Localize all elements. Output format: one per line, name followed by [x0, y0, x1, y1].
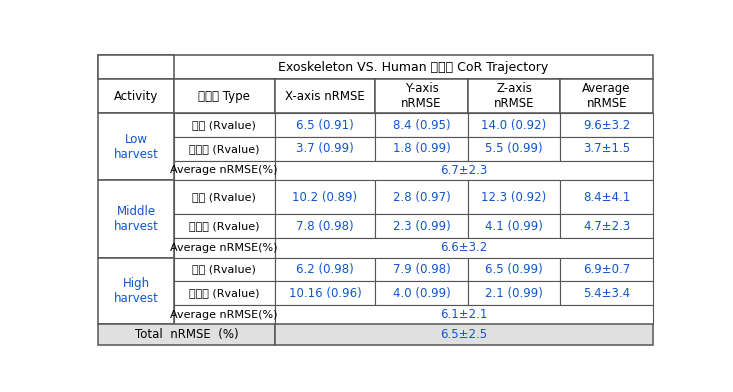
Text: 14.0 (0.92): 14.0 (0.92): [482, 118, 547, 132]
Bar: [98, 258, 174, 325]
Text: Exoskeleton VS. Human 조인트 CoR Trajectory: Exoskeleton VS. Human 조인트 CoR Trajectory: [279, 61, 548, 74]
Bar: [174, 258, 275, 281]
Bar: [560, 137, 653, 161]
Bar: [468, 281, 560, 305]
Text: 2.3 (0.99): 2.3 (0.99): [393, 220, 451, 232]
Bar: [275, 137, 375, 161]
Text: 12.3 (0.92): 12.3 (0.92): [482, 191, 547, 204]
Bar: [468, 137, 560, 161]
Text: 10.2 (0.89): 10.2 (0.89): [292, 191, 358, 204]
Text: 6.7±2.3: 6.7±2.3: [440, 164, 487, 177]
Bar: [275, 180, 375, 214]
Bar: [174, 137, 275, 161]
Bar: [174, 113, 275, 137]
Bar: [275, 305, 653, 325]
Text: 6.6±3.2: 6.6±3.2: [440, 241, 487, 254]
Bar: [375, 258, 468, 281]
Bar: [468, 214, 560, 238]
Text: 4.0 (0.99): 4.0 (0.99): [393, 287, 451, 299]
Text: Activity: Activity: [114, 90, 158, 103]
Bar: [560, 180, 653, 214]
Bar: [174, 214, 275, 238]
Bar: [560, 281, 653, 305]
Bar: [275, 325, 653, 345]
Bar: [375, 113, 468, 137]
Bar: [375, 180, 468, 214]
Text: Low
harvest: Low harvest: [114, 133, 158, 161]
Text: 3.7 (0.99): 3.7 (0.99): [296, 142, 354, 155]
Text: 2.8 (0.97): 2.8 (0.97): [393, 191, 451, 204]
Bar: [98, 180, 174, 258]
Bar: [174, 238, 275, 258]
Text: 4.1 (0.99): 4.1 (0.99): [485, 220, 543, 232]
Text: Middle
harvest: Middle harvest: [114, 205, 158, 233]
Text: 어깨 (Rvalue): 어깨 (Rvalue): [192, 192, 256, 202]
Text: 팜꽈치 (Rvalue): 팜꽈치 (Rvalue): [189, 221, 259, 231]
Text: 팜꽈치 (Rvalue): 팜꽈치 (Rvalue): [189, 288, 259, 298]
Bar: [275, 281, 375, 305]
Bar: [174, 305, 275, 325]
Bar: [98, 56, 653, 79]
Text: 7.9 (0.98): 7.9 (0.98): [393, 263, 451, 276]
Bar: [560, 258, 653, 281]
Text: 5.4±3.4: 5.4±3.4: [583, 287, 630, 299]
Bar: [174, 281, 275, 305]
Bar: [275, 161, 653, 180]
Text: 10.16 (0.96): 10.16 (0.96): [289, 287, 361, 299]
Bar: [174, 180, 275, 214]
Bar: [375, 214, 468, 238]
Text: 9.6±3.2: 9.6±3.2: [583, 118, 630, 132]
Text: Total  nRMSE  (%): Total nRMSE (%): [135, 328, 238, 341]
Text: 어깨 (Rvalue): 어깨 (Rvalue): [192, 264, 256, 274]
Text: 6.9±0.7: 6.9±0.7: [583, 263, 630, 276]
Bar: [468, 79, 560, 113]
Text: 6.2 (0.98): 6.2 (0.98): [296, 263, 354, 276]
Text: Z-axis
nRMSE: Z-axis nRMSE: [494, 82, 534, 110]
Text: 6.5 (0.91): 6.5 (0.91): [296, 118, 354, 132]
Bar: [468, 180, 560, 214]
Text: Average nRMSE(%): Average nRMSE(%): [170, 310, 278, 319]
Text: 7.8 (0.98): 7.8 (0.98): [296, 220, 354, 232]
Text: 1.8 (0.99): 1.8 (0.99): [393, 142, 451, 155]
Text: High
harvest: High harvest: [114, 277, 158, 305]
Bar: [98, 79, 174, 113]
Text: X-axis nRMSE: X-axis nRMSE: [285, 90, 365, 103]
Bar: [560, 113, 653, 137]
Bar: [174, 161, 275, 180]
Bar: [375, 137, 468, 161]
Text: Average nRMSE(%): Average nRMSE(%): [170, 243, 278, 253]
Bar: [98, 56, 174, 79]
Bar: [275, 113, 375, 137]
Bar: [174, 79, 275, 113]
Bar: [275, 214, 375, 238]
Bar: [98, 113, 174, 180]
Text: 어깨 (Rvalue): 어깨 (Rvalue): [192, 120, 256, 130]
Text: 3.7±1.5: 3.7±1.5: [583, 142, 630, 155]
Bar: [468, 258, 560, 281]
Text: 8.4±4.1: 8.4±4.1: [583, 191, 630, 204]
Text: 8.4 (0.95): 8.4 (0.95): [393, 118, 450, 132]
Bar: [560, 79, 653, 113]
Bar: [375, 79, 468, 113]
Text: 4.7±2.3: 4.7±2.3: [583, 220, 630, 232]
Text: 2.1 (0.99): 2.1 (0.99): [485, 287, 543, 299]
Text: 6.5 (0.99): 6.5 (0.99): [485, 263, 543, 276]
Text: 6.1±2.1: 6.1±2.1: [440, 308, 487, 321]
Text: 5.5 (0.99): 5.5 (0.99): [485, 142, 543, 155]
Text: 조인트 Type: 조인트 Type: [198, 90, 250, 103]
Text: 팜꽈치 (Rvalue): 팜꽈치 (Rvalue): [189, 144, 259, 154]
Bar: [275, 258, 375, 281]
Bar: [560, 214, 653, 238]
Bar: [375, 281, 468, 305]
Bar: [98, 325, 275, 345]
Bar: [275, 79, 375, 113]
Text: Average nRMSE(%): Average nRMSE(%): [170, 165, 278, 175]
Text: Average
nRMSE: Average nRMSE: [583, 82, 631, 110]
Bar: [468, 113, 560, 137]
Bar: [275, 238, 653, 258]
Text: Y-axis
nRMSE: Y-axis nRMSE: [402, 82, 442, 110]
Text: 6.5±2.5: 6.5±2.5: [440, 328, 487, 341]
